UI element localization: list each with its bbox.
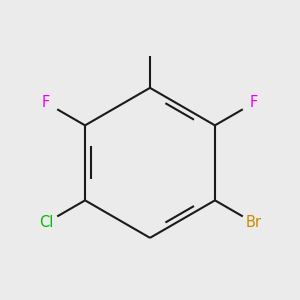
Text: F: F — [250, 95, 258, 110]
Text: Cl: Cl — [39, 215, 53, 230]
Text: F: F — [42, 95, 50, 110]
Text: Br: Br — [246, 215, 262, 230]
